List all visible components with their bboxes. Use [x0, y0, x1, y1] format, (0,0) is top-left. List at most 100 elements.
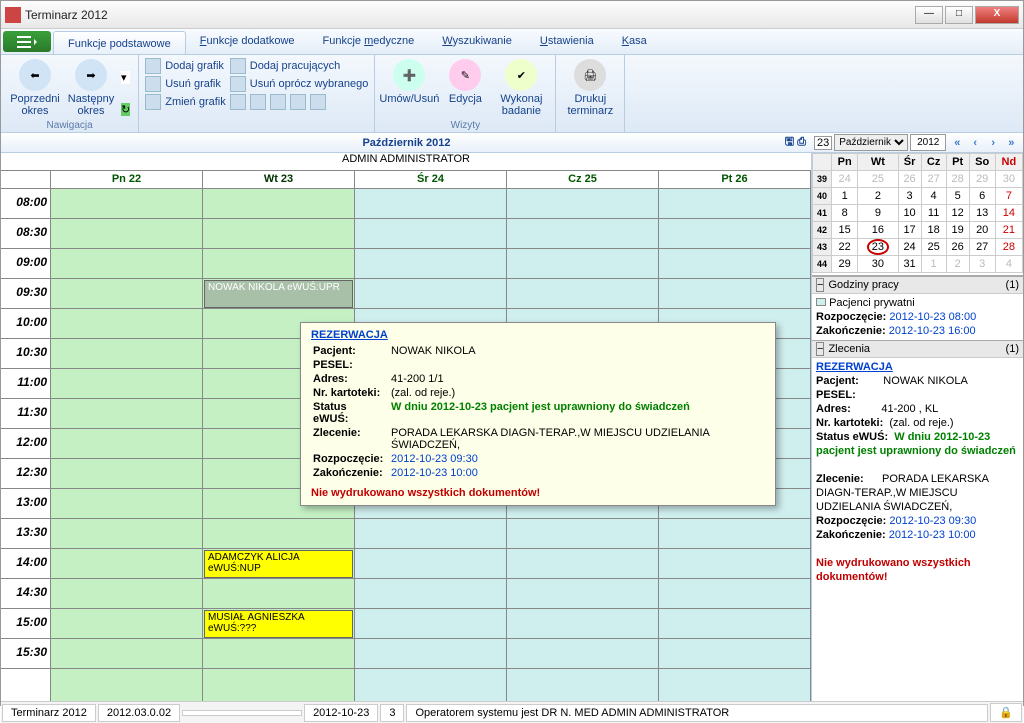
- close-button[interactable]: X: [975, 6, 1019, 24]
- time-slot[interactable]: [203, 219, 354, 249]
- today-day-icon[interactable]: 23: [814, 136, 832, 150]
- time-slot[interactable]: [51, 429, 202, 459]
- time-slot[interactable]: [659, 579, 810, 609]
- time-slot[interactable]: [659, 609, 810, 639]
- time-slot[interactable]: [51, 279, 202, 309]
- appointment[interactable]: MUSIAŁ AGNIESZKA eWUŚ:???: [204, 610, 353, 638]
- side-panel: PnWtŚrCzPtSoNd39242526272829304012345674…: [812, 153, 1023, 701]
- time-slot[interactable]: [51, 339, 202, 369]
- time-slot[interactable]: [51, 189, 202, 219]
- time-slot[interactable]: [51, 309, 202, 339]
- appointment-tooltip: REZERWACJA Pacjent:NOWAK NIKOLA PESEL: A…: [300, 322, 776, 506]
- time-slot[interactable]: [355, 279, 506, 309]
- time-slot[interactable]: [355, 189, 506, 219]
- zlecenia-header: Zlecenia: [828, 343, 870, 355]
- time-slot[interactable]: [51, 369, 202, 399]
- appointment[interactable]: ADAMCZYK ALICJA eWUŚ:NUP: [204, 550, 353, 578]
- nav-prev-icon[interactable]: ‹: [966, 135, 984, 151]
- time-slot[interactable]: [51, 249, 202, 279]
- nav-first-icon[interactable]: «: [948, 135, 966, 151]
- time-slot[interactable]: [355, 609, 506, 639]
- statusbar: Terminarz 2012 2012.03.0.02 2012-10-23 3…: [1, 701, 1023, 723]
- month-bar-icons[interactable]: 🖫 ⎙: [785, 133, 806, 152]
- time-slot[interactable]: [51, 489, 202, 519]
- time-label: 08:30: [1, 219, 50, 249]
- time-slot[interactable]: [507, 519, 658, 549]
- time-slot[interactable]: [355, 519, 506, 549]
- zmien-grafik-button[interactable]: Zmień grafik: [145, 94, 226, 110]
- time-slot[interactable]: [507, 549, 658, 579]
- mini-calendar[interactable]: PnWtŚrCzPtSoNd39242526272829304012345674…: [812, 153, 1023, 276]
- time-label: 15:00: [1, 609, 50, 639]
- time-slot[interactable]: [355, 549, 506, 579]
- tab-kasa[interactable]: Kasa: [608, 29, 661, 54]
- main-menu-button[interactable]: [3, 31, 51, 52]
- minimize-button[interactable]: —: [915, 6, 943, 24]
- dodaj-prac-button[interactable]: Dodaj pracujących: [230, 58, 369, 74]
- collapse-icon-2[interactable]: −: [816, 342, 824, 356]
- tab-ustawienia[interactable]: Ustawienia: [526, 29, 608, 54]
- time-slot[interactable]: [51, 639, 202, 669]
- time-slot[interactable]: [507, 609, 658, 639]
- zlecenia-body: REZERWACJA Pacjent: NOWAK NIKOLA PESEL: …: [812, 358, 1023, 586]
- time-slot[interactable]: [659, 549, 810, 579]
- time-label: 08:00: [1, 189, 50, 219]
- tab-medyczne[interactable]: Funkcje medyczne: [309, 29, 429, 54]
- nav-next-icon[interactable]: ›: [984, 135, 1002, 151]
- time-slot[interactable]: [51, 609, 202, 639]
- tab-podstawowe[interactable]: Funkcje podstawowe: [53, 31, 186, 54]
- time-slot[interactable]: [659, 279, 810, 309]
- time-label: 13:30: [1, 519, 50, 549]
- usun-oprocz-button[interactable]: Usuń oprócz wybranego: [230, 76, 369, 92]
- dodaj-grafik-button[interactable]: Dodaj grafik: [145, 58, 226, 74]
- time-slot[interactable]: [203, 189, 354, 219]
- time-slot[interactable]: [659, 639, 810, 669]
- tab-dodatkowe[interactable]: Funkcje dodatkowe: [186, 29, 309, 54]
- time-slot[interactable]: [355, 249, 506, 279]
- time-slot[interactable]: [203, 249, 354, 279]
- time-slot[interactable]: [203, 579, 354, 609]
- time-slot[interactable]: [51, 549, 202, 579]
- day-header-1[interactable]: Wt 23: [203, 171, 355, 188]
- time-slot[interactable]: [51, 459, 202, 489]
- tab-wyszukiwanie[interactable]: Wyszukiwanie: [428, 29, 526, 54]
- time-slot[interactable]: [203, 519, 354, 549]
- time-slot[interactable]: [659, 219, 810, 249]
- drukuj-button[interactable]: 🖨Drukuj terminarz: [562, 57, 618, 130]
- time-slot[interactable]: [507, 189, 658, 219]
- time-slot[interactable]: [659, 189, 810, 219]
- usun-grafik-button[interactable]: Usuń grafik: [145, 76, 226, 92]
- calendar-dropdown-icon[interactable]: ▾: [121, 71, 130, 84]
- small-icons-row[interactable]: [230, 94, 369, 110]
- time-slot[interactable]: [659, 249, 810, 279]
- year-input[interactable]: [910, 134, 946, 151]
- appointment[interactable]: NOWAK NIKOLA eWUŚ:UPR: [204, 280, 353, 308]
- time-slot[interactable]: [355, 579, 506, 609]
- day-header-3[interactable]: Cz 25: [507, 171, 659, 188]
- day-header-0[interactable]: Pn 22: [51, 171, 203, 188]
- time-slot[interactable]: [51, 219, 202, 249]
- month-select[interactable]: Październik: [834, 134, 908, 151]
- nav-last-icon[interactable]: »: [1002, 135, 1020, 151]
- collapse-icon[interactable]: −: [816, 278, 824, 292]
- time-label: 11:00: [1, 369, 50, 399]
- time-slot[interactable]: [355, 639, 506, 669]
- time-label: 12:30: [1, 459, 50, 489]
- status-operator: Operatorem systemu jest DR N. MED ADMIN …: [406, 704, 988, 722]
- day-header-4[interactable]: Pt 26: [659, 171, 811, 188]
- time-slot[interactable]: [355, 219, 506, 249]
- time-slot[interactable]: [51, 519, 202, 549]
- time-slot[interactable]: [507, 219, 658, 249]
- day-header-2[interactable]: Śr 24: [355, 171, 507, 188]
- time-slot[interactable]: [507, 639, 658, 669]
- time-slot[interactable]: [507, 279, 658, 309]
- time-slot[interactable]: [507, 249, 658, 279]
- time-slot[interactable]: [203, 639, 354, 669]
- refresh-icon[interactable]: ↻: [121, 103, 130, 116]
- time-slot[interactable]: [51, 579, 202, 609]
- menubar: Funkcje podstawowe Funkcje dodatkowe Fun…: [1, 29, 1023, 55]
- time-slot[interactable]: [507, 579, 658, 609]
- time-slot[interactable]: [51, 399, 202, 429]
- time-slot[interactable]: [659, 519, 810, 549]
- maximize-button[interactable]: □: [945, 6, 973, 24]
